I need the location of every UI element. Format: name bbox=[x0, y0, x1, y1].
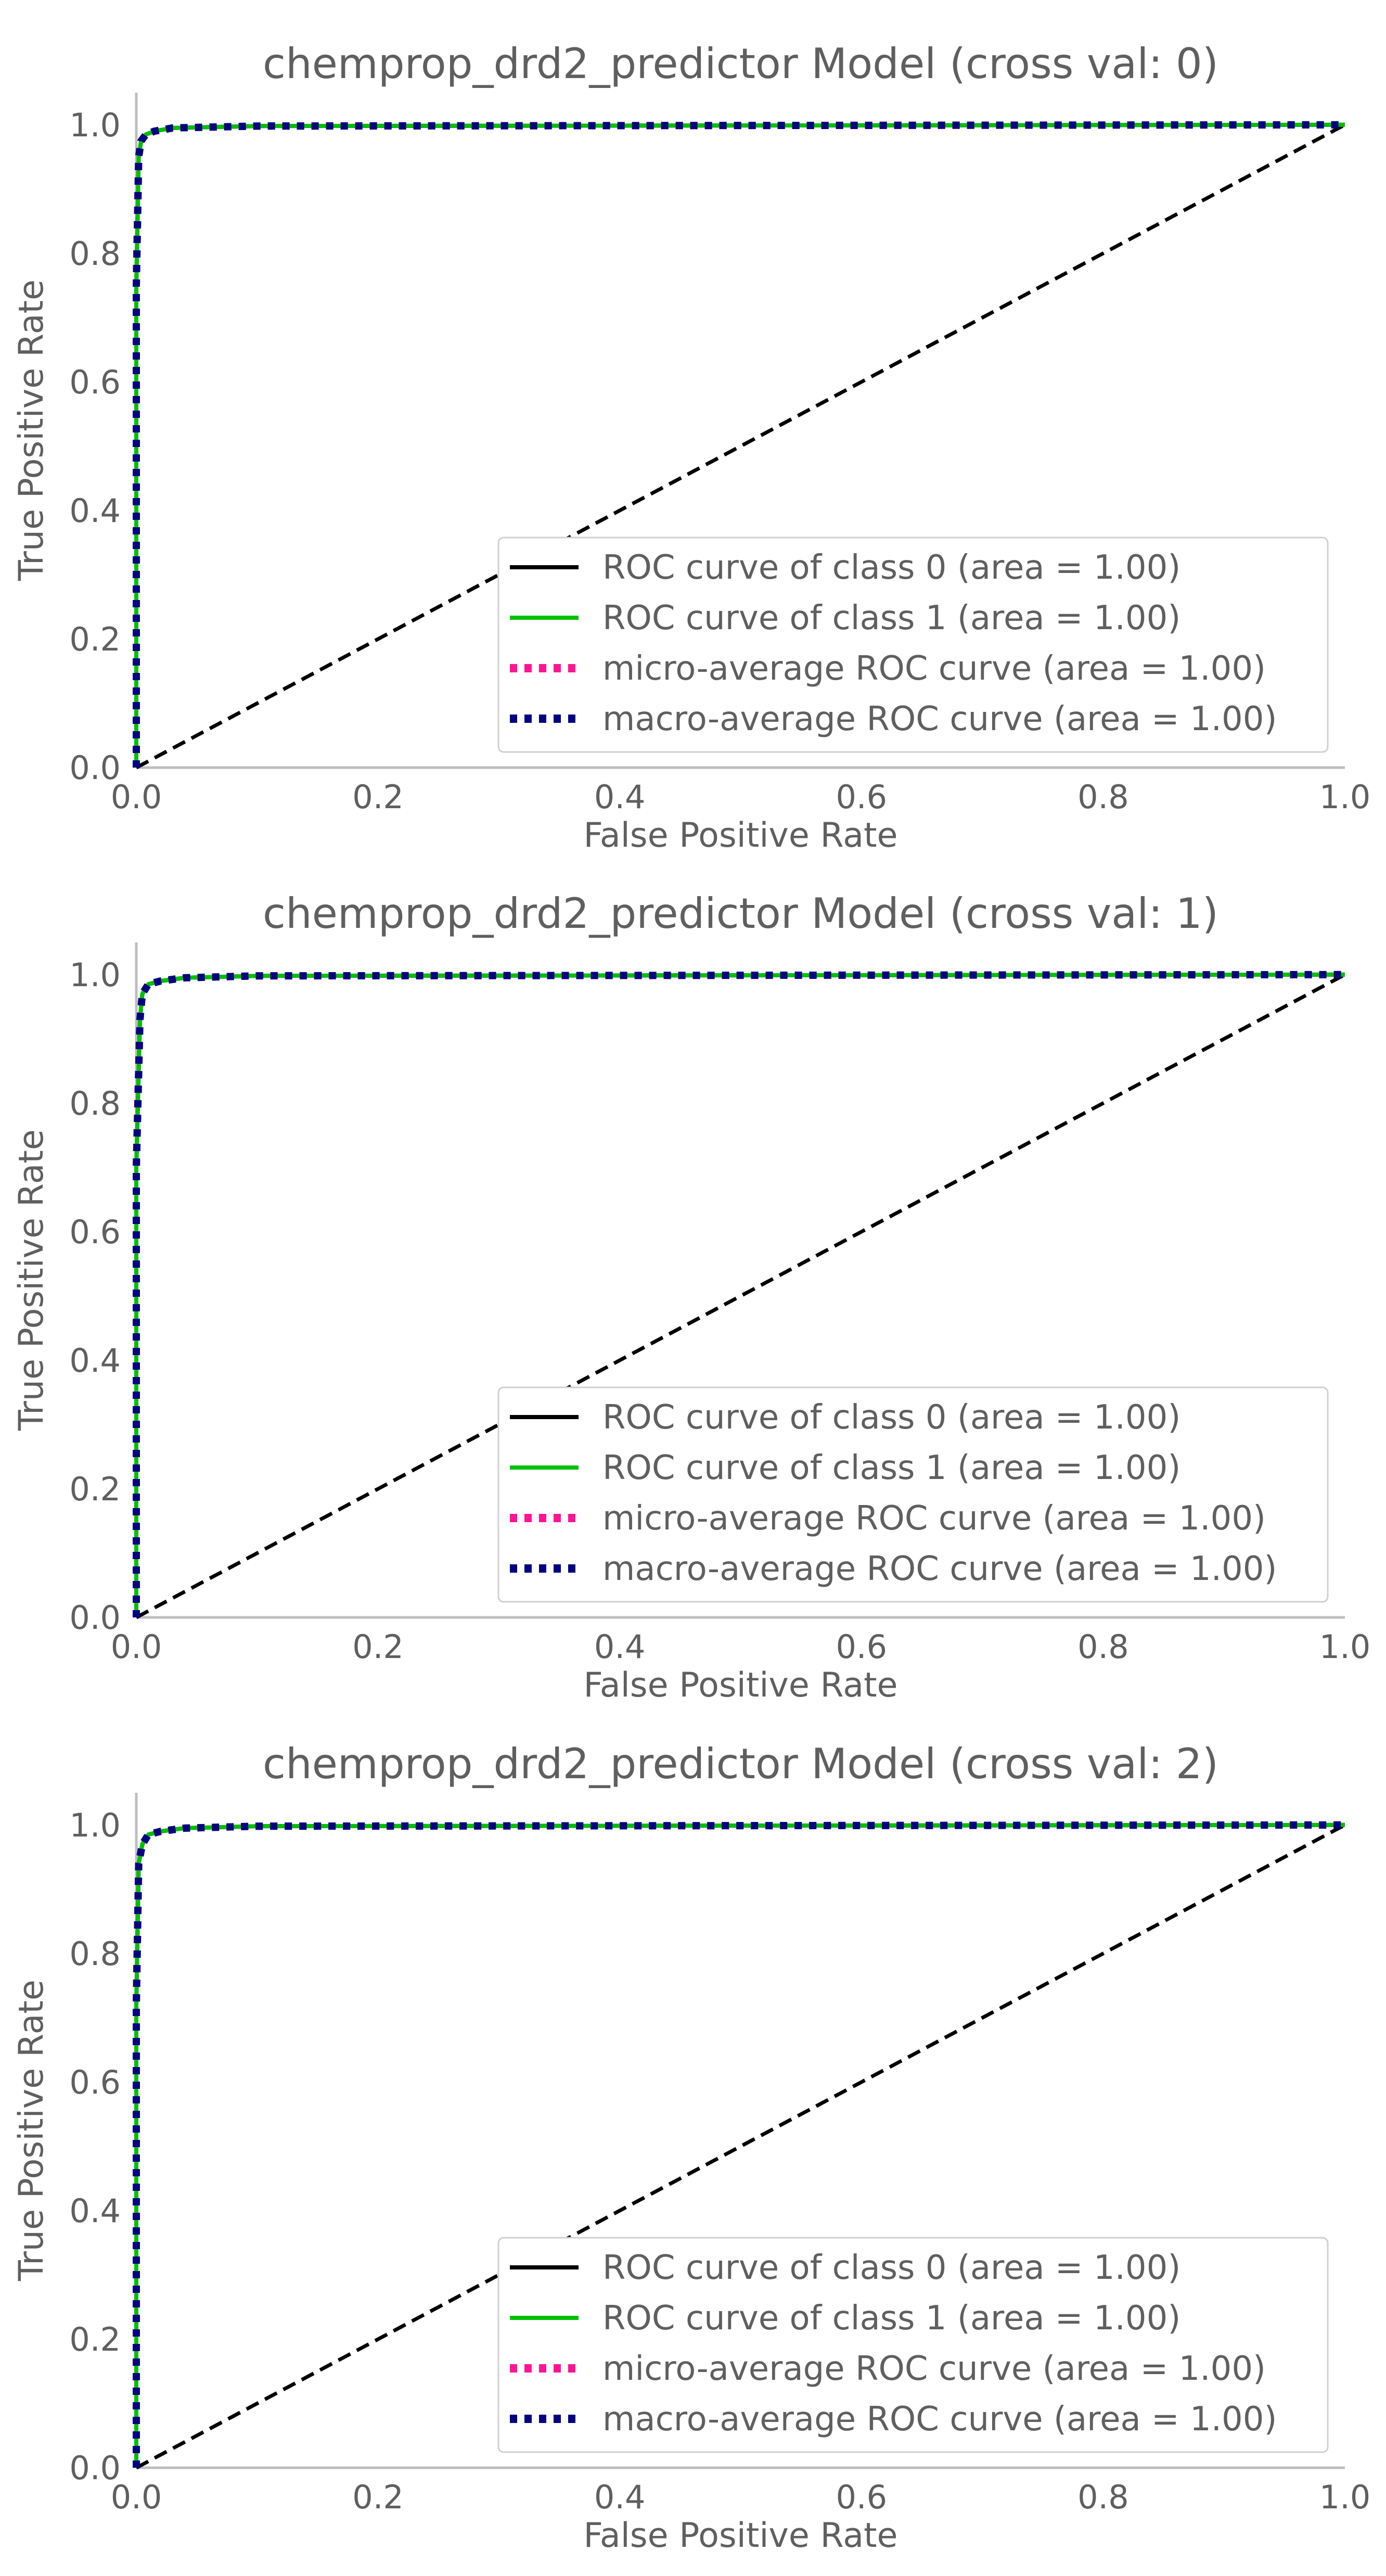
y-tick-label: 0.0 bbox=[69, 2449, 121, 2487]
y-tick-label: 0.2 bbox=[69, 2320, 121, 2358]
x-axis-label: False Positive Rate bbox=[583, 816, 897, 855]
y-tick-label: 1.0 bbox=[69, 106, 121, 144]
legend-box bbox=[497, 1386, 1329, 1603]
y-tick-label: 0.4 bbox=[69, 492, 121, 530]
roc-series-line-3 bbox=[133, 121, 1345, 768]
x-tick-label: 0.8 bbox=[1077, 1628, 1129, 1666]
legend-entry: macro-average ROC curve (area = 1.00) bbox=[602, 700, 1277, 738]
legend: ROC curve of class 0 (area = 1.00) ROC cu… bbox=[497, 537, 1329, 753]
x-tick-label: 0.2 bbox=[352, 778, 404, 816]
x-tick-label: 0.8 bbox=[1077, 2478, 1129, 2516]
y-tick-label: 0.0 bbox=[69, 1599, 121, 1637]
x-tick-label: 0.6 bbox=[836, 778, 887, 816]
y-tick-label: 0.8 bbox=[69, 1935, 121, 1973]
x-axis-label: False Positive Rate bbox=[583, 2516, 897, 2555]
x-tick-label: 0.8 bbox=[1077, 778, 1129, 816]
roc-series-line-3 bbox=[133, 1821, 1345, 2468]
x-tick-label: 0.0 bbox=[111, 1628, 162, 1666]
legend-box bbox=[497, 2237, 1329, 2453]
legend-entry: ROC curve of class 1 (area = 1.00) bbox=[602, 1449, 1180, 1487]
y-tick-label: 0.4 bbox=[69, 2192, 121, 2230]
x-tick-label: 0.2 bbox=[352, 2478, 404, 2516]
x-tick-label: 1.0 bbox=[1319, 778, 1371, 816]
roc-panel-2: chemprop_drd2_predictor Model (cross val… bbox=[12, 1740, 1370, 2555]
roc-series-line-3 bbox=[133, 971, 1345, 1617]
legend-entry: micro-average ROC curve (area = 1.00) bbox=[602, 1499, 1266, 1538]
legend: ROC curve of class 0 (area = 1.00) ROC cu… bbox=[497, 2237, 1329, 2453]
legend-box bbox=[497, 537, 1329, 753]
legend-entry: ROC curve of class 0 (area = 1.00) bbox=[602, 2249, 1180, 2287]
roc-panel-1: chemprop_drd2_predictor Model (cross val… bbox=[12, 889, 1370, 1705]
y-axis-label: True Positive Rate bbox=[12, 1129, 51, 1431]
y-tick-label: 0.0 bbox=[69, 749, 121, 787]
y-tick-label: 0.2 bbox=[69, 1470, 121, 1508]
x-tick-label: 1.0 bbox=[1319, 1628, 1371, 1666]
y-tick-label: 0.6 bbox=[69, 2063, 121, 2101]
x-tick-label: 0.6 bbox=[836, 1628, 887, 1666]
x-tick-label: 0.4 bbox=[594, 2478, 646, 2516]
y-tick-label: 1.0 bbox=[69, 956, 121, 994]
y-tick-label: 0.4 bbox=[69, 1342, 121, 1380]
y-tick-label: 0.6 bbox=[69, 1213, 121, 1251]
x-tick-label: 0.4 bbox=[594, 778, 646, 816]
legend: ROC curve of class 0 (area = 1.00) ROC cu… bbox=[497, 1386, 1329, 1603]
chart-title: chemprop_drd2_predictor Model (cross val… bbox=[263, 1740, 1218, 1788]
x-tick-label: 0.6 bbox=[836, 2478, 887, 2516]
legend-entry: ROC curve of class 0 (area = 1.00) bbox=[602, 1398, 1180, 1437]
legend-entry: ROC curve of class 0 (area = 1.00) bbox=[602, 549, 1180, 587]
x-tick-label: 0.0 bbox=[111, 2478, 162, 2516]
roc-panel-0: chemprop_drd2_predictor Model (cross val… bbox=[12, 40, 1370, 855]
x-tick-label: 0.2 bbox=[352, 1628, 404, 1666]
legend-entry: macro-average ROC curve (area = 1.00) bbox=[602, 2400, 1277, 2439]
y-axis-label: True Positive Rate bbox=[12, 1980, 51, 2281]
y-tick-label: 0.8 bbox=[69, 1085, 121, 1123]
y-tick-label: 0.8 bbox=[69, 235, 121, 273]
y-tick-label: 0.6 bbox=[69, 363, 121, 401]
y-axis-label: True Positive Rate bbox=[12, 279, 51, 581]
legend-entry: micro-average ROC curve (area = 1.00) bbox=[602, 2350, 1266, 2388]
legend-entry: micro-average ROC curve (area = 1.00) bbox=[602, 649, 1266, 688]
chart-title: chemprop_drd2_predictor Model (cross val… bbox=[263, 40, 1218, 88]
chart-title: chemprop_drd2_predictor Model (cross val… bbox=[263, 889, 1218, 938]
x-tick-label: 1.0 bbox=[1319, 2478, 1371, 2516]
legend-entry: macro-average ROC curve (area = 1.00) bbox=[602, 1550, 1277, 1588]
y-tick-label: 0.2 bbox=[69, 620, 121, 658]
legend-entry: ROC curve of class 1 (area = 1.00) bbox=[602, 599, 1180, 637]
y-tick-label: 1.0 bbox=[69, 1806, 121, 1844]
x-axis-label: False Positive Rate bbox=[583, 1666, 897, 1705]
x-tick-label: 0.4 bbox=[594, 1628, 646, 1666]
legend-entry: ROC curve of class 1 (area = 1.00) bbox=[602, 2299, 1180, 2338]
x-tick-label: 0.0 bbox=[111, 778, 162, 816]
